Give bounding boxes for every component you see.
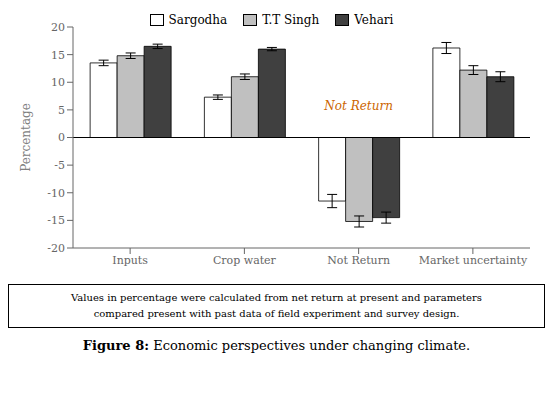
svg-text:Not Return: Not Return — [327, 254, 390, 267]
svg-text:Crop water: Crop water — [213, 254, 277, 267]
html-text:Sargodha: Sargodha — [168, 13, 228, 27]
svg-text:-20: -20 — [47, 242, 65, 255]
html-text:Values in percentage were calc: Values in percentage were calculated fro… — [71, 292, 482, 303]
svg-text:-10: -10 — [47, 187, 65, 200]
svg-text:Market uncertainty: Market uncertainty — [419, 254, 528, 267]
svg-text:-5: -5 — [54, 159, 65, 172]
html-text:compared present with past dat: compared present with past data of field… — [93, 308, 460, 319]
svg-text:5: 5 — [58, 104, 65, 117]
svg-text:Inputs: Inputs — [112, 254, 148, 267]
svg-text:-15: -15 — [47, 214, 65, 227]
html-text:Vehari: Vehari — [354, 13, 394, 27]
svg-text:0: 0 — [58, 131, 65, 144]
svg-text:20: 20 — [51, 21, 65, 34]
svg-text:15: 15 — [51, 49, 65, 62]
svg-text:Not Return: Not Return — [323, 99, 393, 113]
svg-text:Percentage: Percentage — [19, 103, 33, 172]
html-text:Figure 8: Economic perspective: Figure 8: Economic perspectives under ch… — [82, 338, 471, 353]
html-text:T.T Singh: T.T Singh — [262, 13, 320, 27]
svg-text:10: 10 — [51, 76, 65, 89]
